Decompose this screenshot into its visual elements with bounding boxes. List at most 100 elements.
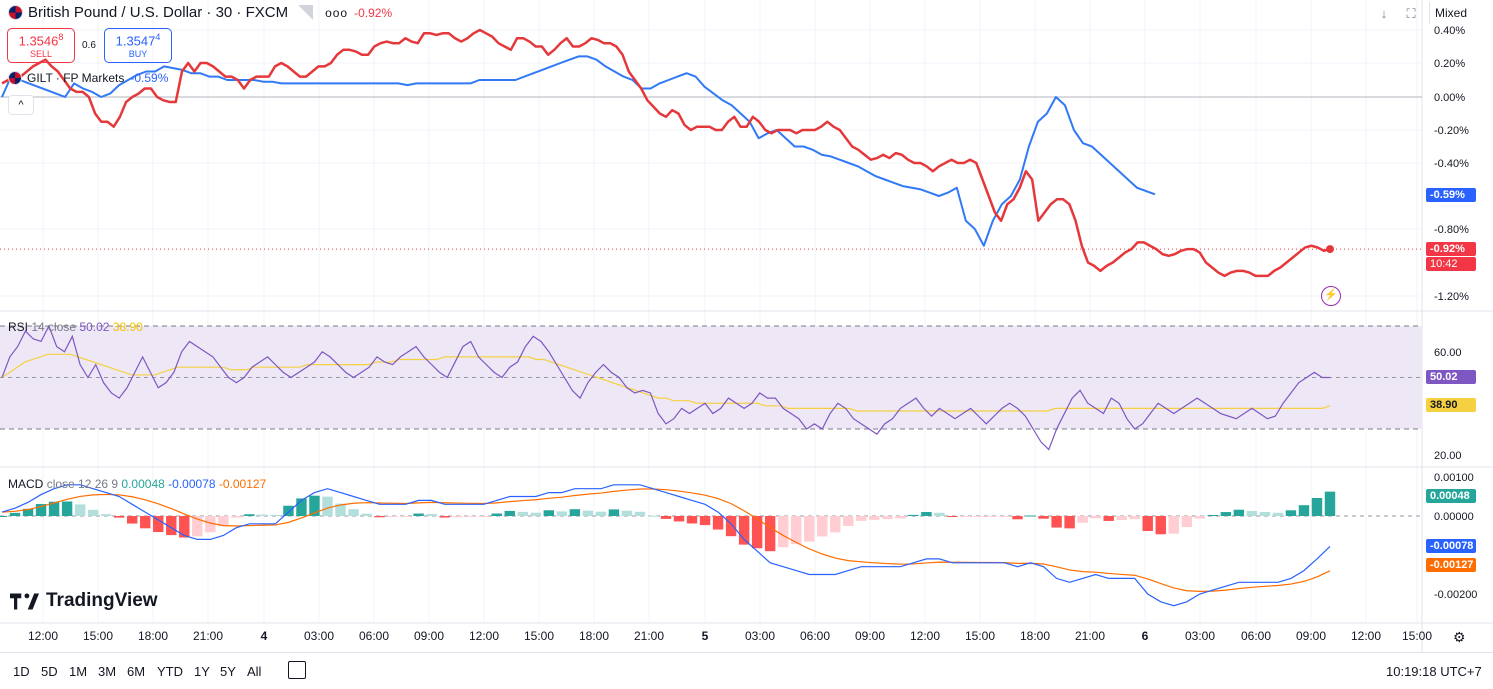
time-tick-0: 12:00 <box>28 629 58 643</box>
time-tick-20: 6 <box>1142 629 1149 643</box>
macd-hist-bar-62 <box>804 516 815 542</box>
tradingview-logo: TradingView <box>10 590 158 612</box>
lightning-icon[interactable]: ⚡ <box>1321 286 1341 306</box>
time-tick-1: 15:00 <box>83 629 113 643</box>
macd-line-tag: -0.00078 <box>1426 539 1476 553</box>
macd-hist-bar-21 <box>270 514 281 516</box>
main-series-last-point <box>1326 245 1334 254</box>
buy-price-sup: 4 <box>155 32 161 42</box>
macd-hist-bar-45 <box>582 510 594 516</box>
macd-hist-bar-90 <box>1168 516 1179 534</box>
rsi-params: 14 close <box>31 320 77 334</box>
scale-mode-button[interactable]: Mixed <box>1429 2 1489 24</box>
macd-hist-bar-60 <box>777 516 789 548</box>
macd-hist-bar-40 <box>517 511 528 516</box>
price-tick-3: -0.20% <box>1434 125 1469 137</box>
macd-hist-bar-33 <box>426 514 437 516</box>
collapse-legend-button[interactable]: ^ <box>8 95 34 115</box>
macd-hist-bar-74 <box>960 516 971 517</box>
macd-signal-tag: -0.00127 <box>1426 558 1476 572</box>
clock-readout[interactable]: 10:19:18 UTC+7 <box>1386 664 1482 679</box>
compare-legend[interactable]: GILT · FP Markets -0.59% <box>8 71 168 85</box>
macd-hist-bar-41 <box>530 512 542 516</box>
macd-hist-bar-78 <box>1012 516 1023 520</box>
sell-price: 1.3546 <box>18 33 59 49</box>
macd-hist-bar-96 <box>1246 510 1258 516</box>
fullscreen-icon[interactable]: ⛶ <box>1406 6 1416 21</box>
period-1m[interactable]: 1M <box>69 664 88 679</box>
macd-hist-bar-48 <box>621 510 633 516</box>
macd-hist-bar-87 <box>1129 516 1140 520</box>
bar-countdown: 10:42 <box>1426 257 1476 271</box>
goto-date-icon[interactable] <box>288 661 306 679</box>
time-tick-7: 09:00 <box>414 629 444 643</box>
macd-hist-bar-22 <box>283 505 294 516</box>
macd-hist-bar-30 <box>387 516 398 518</box>
macd-hist-bar-84 <box>1090 516 1101 519</box>
macd-hist-bar-102 <box>1324 491 1336 516</box>
macd-hist-bar-72 <box>934 512 945 516</box>
symbol-legend[interactable]: British Pound / U.S. Dollar · 30 · FXCM … <box>8 4 392 21</box>
macd-hist-bar-92 <box>1194 516 1206 519</box>
time-tick-2: 18:00 <box>138 629 168 643</box>
macd-legend[interactable]: MACD close 12 26 9 0.00048 -0.00078 -0.0… <box>8 477 266 491</box>
macd-hist-bar-65 <box>843 516 854 526</box>
period-all[interactable]: All <box>247 664 262 679</box>
macd-hist-bar-59 <box>764 516 776 552</box>
compare-title[interactable]: GILT · FP Markets <box>27 71 125 85</box>
macd-hist-bar-89 <box>1155 516 1166 535</box>
time-tick-11: 21:00 <box>634 629 664 643</box>
macd-hist-bar-94 <box>1220 512 1232 516</box>
time-tick-3: 21:00 <box>193 629 223 643</box>
macd-hist-bar-64 <box>830 516 841 533</box>
main-series-line <box>1 28 1331 278</box>
gbp-usd-flag-icon <box>8 5 23 20</box>
hide-series-icon[interactable] <box>298 5 314 20</box>
macd-hist-bar-3 <box>35 504 47 516</box>
macd-hist-bar-61 <box>790 516 802 545</box>
macd-hist-bar-32 <box>413 513 424 516</box>
period-6m[interactable]: 6M <box>127 664 146 679</box>
macd-hist-bar-44 <box>569 509 581 516</box>
period-5y[interactable]: 5Y <box>220 664 236 679</box>
macd-hist-bar-4 <box>48 501 60 516</box>
period-3m[interactable]: 3M <box>98 664 117 679</box>
rsi-legend[interactable]: RSI 14 close 50.02 38.90 <box>8 320 143 334</box>
period-1y[interactable]: 1Y <box>194 664 210 679</box>
macd-hist-bar-56 <box>725 516 737 537</box>
macd-line-value: -0.00078 <box>168 477 216 491</box>
time-tick-5: 03:00 <box>304 629 334 643</box>
macd-params: close 12 26 9 <box>46 477 119 491</box>
more-options-icon[interactable]: ooo <box>325 5 349 20</box>
sell-label: SELL <box>29 49 53 60</box>
buy-button[interactable]: 1.35474 BUY <box>104 28 172 63</box>
macd-hist-bar-51 <box>660 516 672 519</box>
macd-hist-bar-95 <box>1233 509 1245 516</box>
macd-hist-bar-25 <box>322 496 333 516</box>
macd-hist-bar-7 <box>87 509 99 516</box>
time-tick-15: 09:00 <box>855 629 885 643</box>
macd-tick-1: 0.00000 <box>1434 511 1474 523</box>
period-1d[interactable]: 1D <box>13 664 30 679</box>
period-5d[interactable]: 5D <box>41 664 58 679</box>
macd-line <box>1 484 1331 607</box>
settings-gear-icon[interactable]: ⚙ <box>1453 629 1466 645</box>
macd-hist-bar-54 <box>699 516 711 526</box>
macd-hist-bar-20 <box>257 514 268 516</box>
rsi-name: RSI <box>8 320 29 334</box>
macd-hist-bar-15 <box>192 516 203 537</box>
period-ytd[interactable]: YTD <box>157 664 183 679</box>
time-tick-22: 06:00 <box>1241 629 1271 643</box>
macd-hist-bar-38 <box>491 513 502 516</box>
logo-text: TradingView <box>46 590 158 611</box>
macd-hist-bar-18 <box>231 516 242 518</box>
macd-hist-bar-57 <box>738 516 750 545</box>
macd-tick-2: -0.00200 <box>1434 589 1477 601</box>
arrow-down-icon[interactable]: ↓ <box>1380 6 1388 21</box>
macd-hist-bar-93 <box>1207 514 1219 516</box>
rsi-tick-0: 60.00 <box>1434 347 1462 359</box>
symbol-title[interactable]: British Pound / U.S. Dollar · 30 · FXCM <box>28 4 289 21</box>
sell-button[interactable]: 1.35468 SELL <box>7 28 75 63</box>
rsi-ma-price-tag: 38.90 <box>1426 398 1476 412</box>
